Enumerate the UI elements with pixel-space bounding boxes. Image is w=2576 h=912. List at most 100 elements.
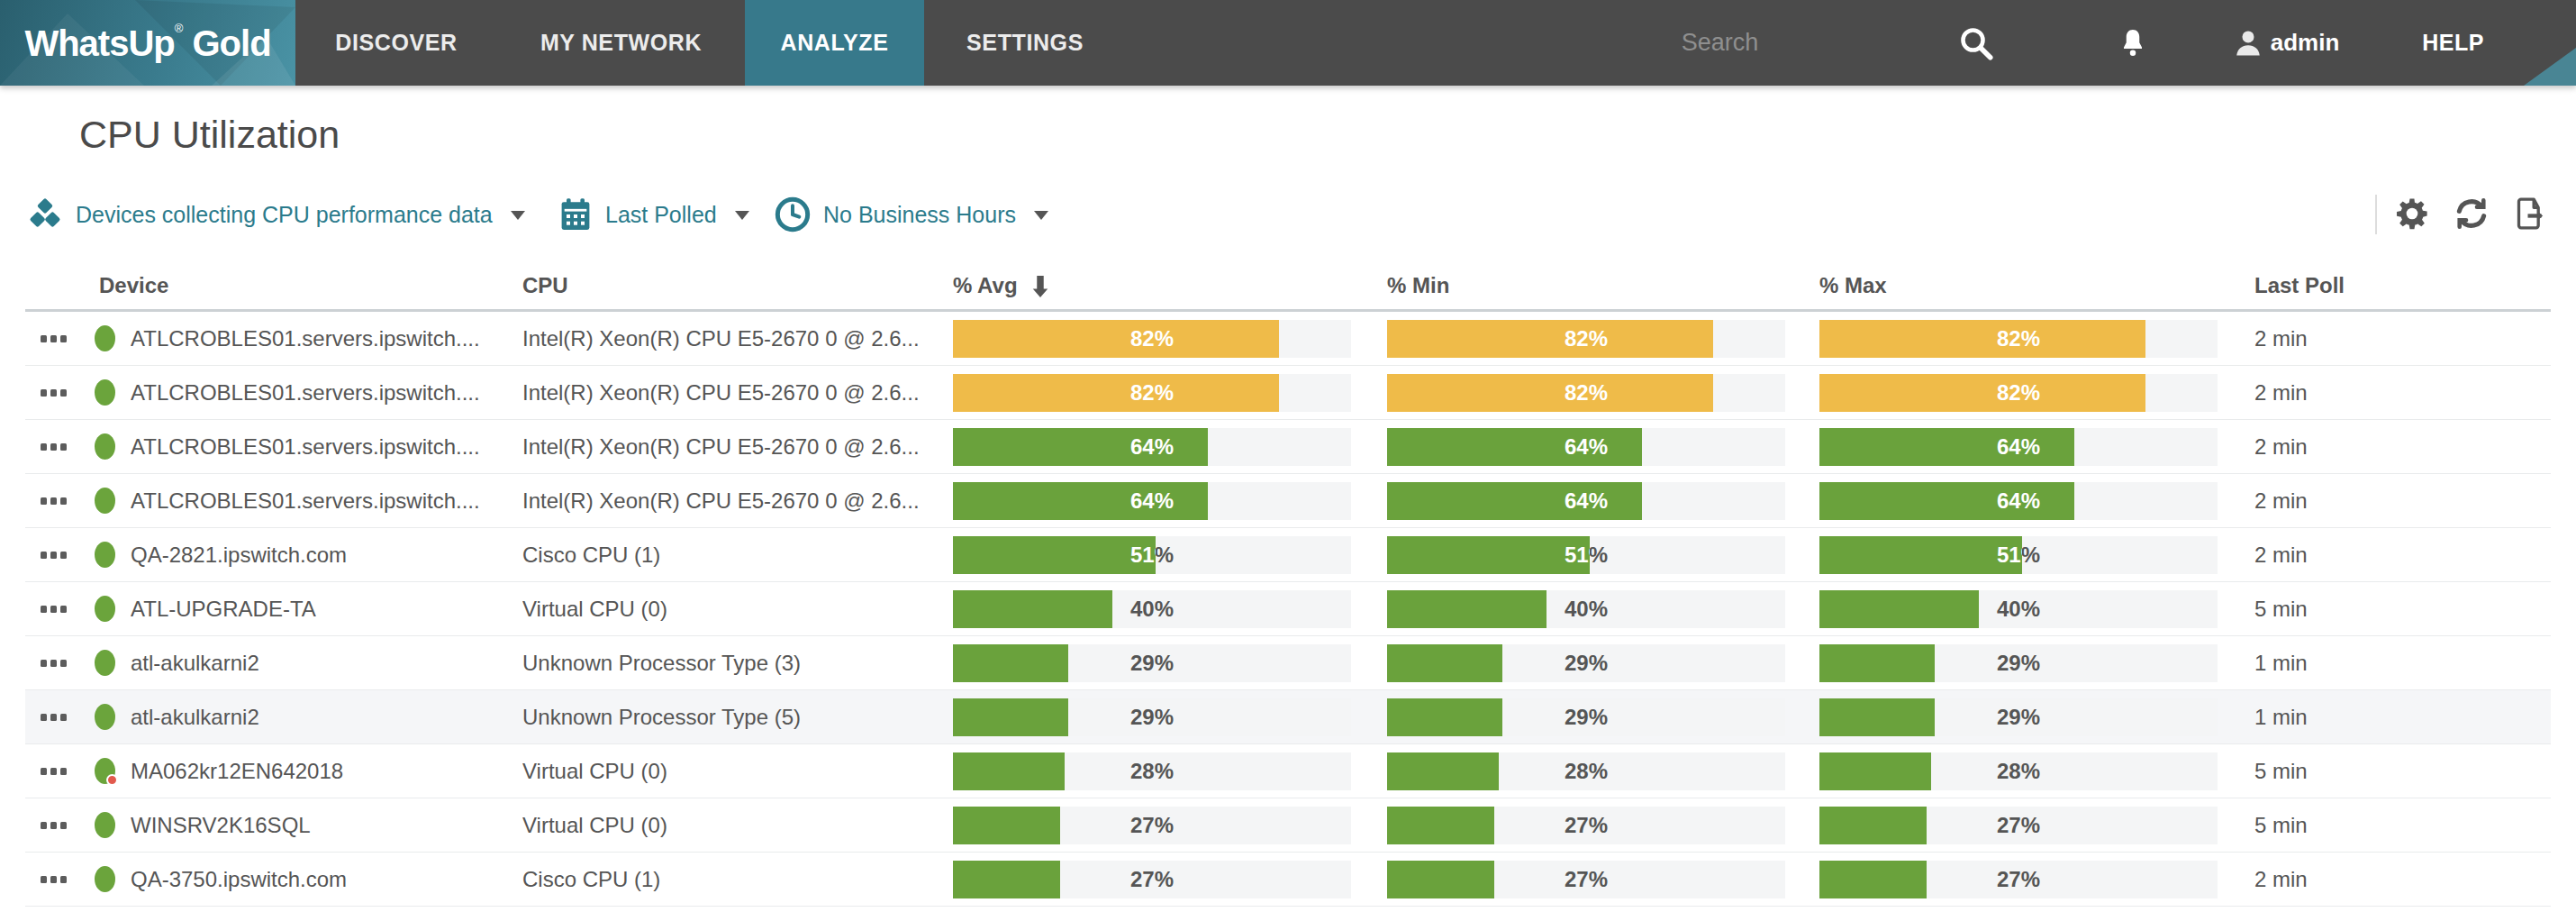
last-poll-value: 5 min (2254, 798, 2308, 853)
device-name: QA-3750.ipswitch.com (131, 853, 347, 907)
table-row[interactable]: ATLCROBLES01.servers.ipswitch.... Intel(… (25, 420, 2551, 474)
search-icon[interactable] (1957, 24, 1995, 62)
row-menu-icon[interactable] (41, 552, 67, 559)
row-menu-icon[interactable] (41, 768, 67, 775)
avg-utilization-bar: 40%40% (953, 590, 1351, 628)
device-name: WINSRV2K16SQL (131, 798, 311, 853)
avg-utilization-bar: 64%64% (953, 428, 1351, 466)
device-name: atl-akulkarni2 (131, 636, 259, 690)
help-link[interactable]: HELP (2422, 30, 2484, 56)
row-menu-icon[interactable] (41, 660, 67, 667)
column-header-cpu[interactable]: CPU (522, 273, 568, 298)
avg-utilization-bar: 27%27% (953, 807, 1351, 844)
max-utilization-bar: 64%64% (1819, 482, 2218, 520)
user-avatar-icon (2233, 28, 2263, 59)
row-menu-icon[interactable] (41, 335, 67, 342)
table-row[interactable]: QA-3750.ipswitch.com Cisco CPU (1) 27%27… (25, 853, 2551, 907)
device-name: ATL-UPGRADE-TA (131, 582, 316, 636)
table-row[interactable]: atl-akulkarni2 Unknown Processor Type (5… (25, 690, 2551, 744)
row-menu-icon[interactable] (41, 714, 67, 721)
table-row[interactable]: atl-akulkarni2 Unknown Processor Type (3… (25, 636, 2551, 690)
row-menu-icon[interactable] (41, 822, 67, 829)
refresh-icon[interactable] (2452, 195, 2491, 236)
user-menu[interactable]: admin (2233, 28, 2340, 59)
tab-my-network[interactable]: MY NETWORK (497, 0, 745, 86)
page-title: CPU Utilization (79, 113, 2576, 157)
device-name: QA-2821.ipswitch.com (131, 528, 347, 582)
cpu-name: Cisco CPU (1) (522, 528, 660, 582)
business-hours-filter[interactable]: No Business Hours (775, 191, 1048, 238)
min-utilization-bar: 40%40% (1387, 590, 1785, 628)
whatsup-gold-logo: WhatsUp® Gold (0, 0, 295, 86)
last-poll-value: 2 min (2254, 853, 2308, 907)
row-menu-icon[interactable] (41, 443, 67, 451)
row-menu-icon[interactable] (41, 606, 67, 613)
device-status-up-icon (95, 488, 115, 514)
last-poll-value: 2 min (2254, 366, 2308, 420)
table-row[interactable]: ATL-UPGRADE-TA Virtual CPU (0) 40%40% 40… (25, 582, 2551, 636)
device-name: ATLCROBLES01.servers.ipswitch.... (131, 420, 480, 474)
chevron-down-icon (1034, 211, 1048, 227)
avg-utilization-bar: 64%64% (953, 482, 1351, 520)
calendar-icon (558, 196, 593, 233)
tab-discover[interactable]: DISCOVER (295, 0, 497, 86)
table-row[interactable]: QA-2821.ipswitch.com Cisco CPU (1) 51%51… (25, 528, 2551, 582)
tab-settings[interactable]: SETTINGS (924, 0, 1126, 86)
last-poll-value: 1 min (2254, 636, 2308, 690)
table-row[interactable]: ATLCROBLES01.servers.ipswitch.... Intel(… (25, 312, 2551, 366)
table-row[interactable]: MA062kr12EN642018 Virtual CPU (0) 28%28%… (25, 744, 2551, 798)
max-utilization-bar: 29%29% (1819, 644, 2218, 682)
cpu-name: Virtual CPU (0) (522, 798, 667, 853)
avg-utilization-bar: 82%82% (953, 374, 1351, 412)
last-poll-value: 5 min (2254, 582, 2308, 636)
device-status-up-icon (95, 433, 115, 460)
settings-gear-icon[interactable] (2393, 195, 2431, 236)
table-row[interactable]: ATLCROBLES01.servers.ipswitch.... Intel(… (25, 474, 2551, 528)
tab-analyze[interactable]: ANALYZE (745, 0, 924, 86)
column-header-avg[interactable]: % Avg (953, 273, 1050, 298)
logo-text: WhatsUp® Gold (24, 22, 270, 64)
last-poll-value: 1 min (2254, 690, 2308, 744)
search-input[interactable] (1682, 29, 1952, 57)
device-group-filter-label: Devices collecting CPU performance data (76, 202, 493, 228)
last-poll-value: 2 min (2254, 420, 2308, 474)
max-utilization-bar: 51%51% (1819, 536, 2218, 574)
column-header-device[interactable]: Device (99, 273, 168, 298)
avg-utilization-bar: 51%51% (953, 536, 1351, 574)
table-row[interactable]: WINSRV2K16SQL Virtual CPU (0) 27%27% 27%… (25, 798, 2551, 853)
device-status-up-icon (95, 650, 115, 676)
row-menu-icon[interactable] (41, 497, 67, 505)
min-utilization-bar: 82%82% (1387, 320, 1785, 358)
cpu-name: Virtual CPU (0) (522, 582, 667, 636)
min-utilization-bar: 28%28% (1387, 752, 1785, 790)
chevron-down-icon (735, 211, 749, 227)
device-status-up-icon (95, 325, 115, 351)
column-header-min[interactable]: % Min (1387, 273, 1449, 298)
device-name: ATLCROBLES01.servers.ipswitch.... (131, 474, 480, 528)
last-poll-value: 5 min (2254, 744, 2308, 798)
column-header-last-poll[interactable]: Last Poll (2254, 273, 2345, 298)
notifications-bell-icon[interactable] (2119, 28, 2146, 59)
max-utilization-bar: 40%40% (1819, 590, 2218, 628)
export-icon[interactable] (2512, 195, 2548, 236)
cpu-name: Virtual CPU (0) (522, 744, 667, 798)
column-header-max[interactable]: % Max (1819, 273, 1887, 298)
device-status-up-icon (95, 596, 115, 622)
cpu-name: Intel(R) Xeon(R) CPU E5-2670 0 @ 2.6... (522, 366, 920, 420)
business-hours-filter-label: No Business Hours (823, 202, 1016, 228)
table-body: ATLCROBLES01.servers.ipswitch.... Intel(… (25, 312, 2551, 907)
device-group-filter[interactable]: Devices collecting CPU performance data (27, 191, 525, 238)
cpu-name: Cisco CPU (1) (522, 853, 660, 907)
row-menu-icon[interactable] (41, 389, 67, 397)
min-utilization-bar: 64%64% (1387, 428, 1785, 466)
avg-utilization-bar: 29%29% (953, 644, 1351, 682)
table-row[interactable]: ATLCROBLES01.servers.ipswitch.... Intel(… (25, 366, 2551, 420)
row-menu-icon[interactable] (41, 876, 67, 883)
avg-utilization-bar: 82%82% (953, 320, 1351, 358)
min-utilization-bar: 51%51% (1387, 536, 1785, 574)
date-range-filter[interactable]: Last Polled (558, 191, 749, 238)
status-badge (106, 774, 118, 786)
device-name: ATLCROBLES01.servers.ipswitch.... (131, 366, 480, 420)
avg-utilization-bar: 28%28% (953, 752, 1351, 790)
avg-utilization-bar: 27%27% (953, 861, 1351, 898)
